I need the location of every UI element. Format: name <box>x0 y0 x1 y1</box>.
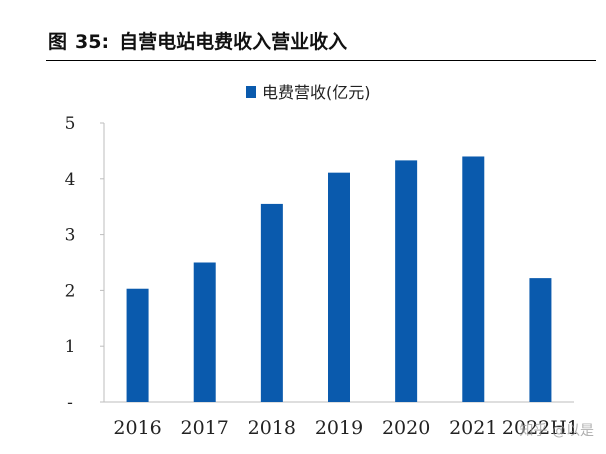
x-tick-label: 2017 <box>181 417 229 439</box>
bar-2021 <box>462 156 485 402</box>
bar-2016 <box>126 288 149 402</box>
y-tick-label: 2 <box>65 281 76 301</box>
bar-2022H1 <box>529 278 552 402</box>
bar-2020 <box>395 160 418 402</box>
title-rule <box>46 60 596 61</box>
bar-2017 <box>193 262 216 402</box>
x-tick-label: 2021 <box>449 417 497 439</box>
y-tick-label: 3 <box>65 226 76 246</box>
y-tick-label: 4 <box>65 170 76 190</box>
y-tick-label: - <box>67 393 73 413</box>
y-tick-label: 5 <box>65 114 76 134</box>
watermark: 知乎 @以是 <box>519 423 594 439</box>
legend-swatch <box>246 86 256 98</box>
bar-2019 <box>328 172 350 402</box>
figure-title-text: 自营电站电费收入营业收入 <box>119 31 348 53</box>
figure-label: 图 <box>48 31 68 53</box>
x-tick-label: 2018 <box>248 417 296 439</box>
x-tick-label: 2022H1 <box>502 417 579 439</box>
y-tick-label: 1 <box>65 337 76 357</box>
legend-label: 电费营收(亿元) <box>262 83 371 102</box>
bar-2018 <box>260 203 283 402</box>
x-tick-label: 2019 <box>315 417 363 439</box>
figure-title: 图 35: 自营电站电费收入营业收入 <box>48 27 347 54</box>
x-tick-label: 2016 <box>113 417 161 439</box>
x-tick-label: 2020 <box>382 417 430 439</box>
figure-number: 35: <box>75 31 110 53</box>
